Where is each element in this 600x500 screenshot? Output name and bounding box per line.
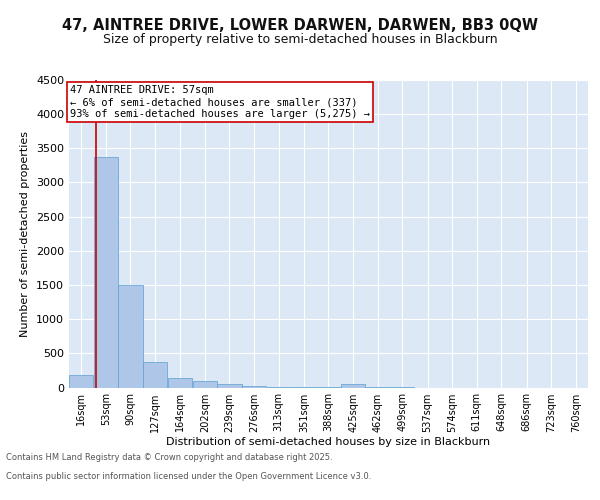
Text: Contains public sector information licensed under the Open Government Licence v3: Contains public sector information licen…: [6, 472, 371, 481]
Text: Contains HM Land Registry data © Crown copyright and database right 2025.: Contains HM Land Registry data © Crown c…: [6, 454, 332, 462]
Text: 47 AINTREE DRIVE: 57sqm
← 6% of semi-detached houses are smaller (337)
93% of se: 47 AINTREE DRIVE: 57sqm ← 6% of semi-det…: [70, 86, 370, 118]
Bar: [217, 384, 242, 388]
Bar: [69, 374, 94, 388]
Bar: [341, 384, 365, 388]
Bar: [242, 386, 266, 388]
X-axis label: Distribution of semi-detached houses by size in Blackburn: Distribution of semi-detached houses by …: [166, 438, 491, 448]
Text: 47, AINTREE DRIVE, LOWER DARWEN, DARWEN, BB3 0QW: 47, AINTREE DRIVE, LOWER DARWEN, DARWEN,…: [62, 18, 538, 32]
Y-axis label: Number of semi-detached properties: Number of semi-detached properties: [20, 130, 31, 337]
Bar: [193, 382, 217, 388]
Bar: [167, 378, 192, 388]
Bar: [266, 387, 291, 388]
Bar: [118, 285, 143, 388]
Text: Size of property relative to semi-detached houses in Blackburn: Size of property relative to semi-detach…: [103, 34, 497, 46]
Bar: [94, 156, 118, 388]
Bar: [143, 362, 167, 388]
